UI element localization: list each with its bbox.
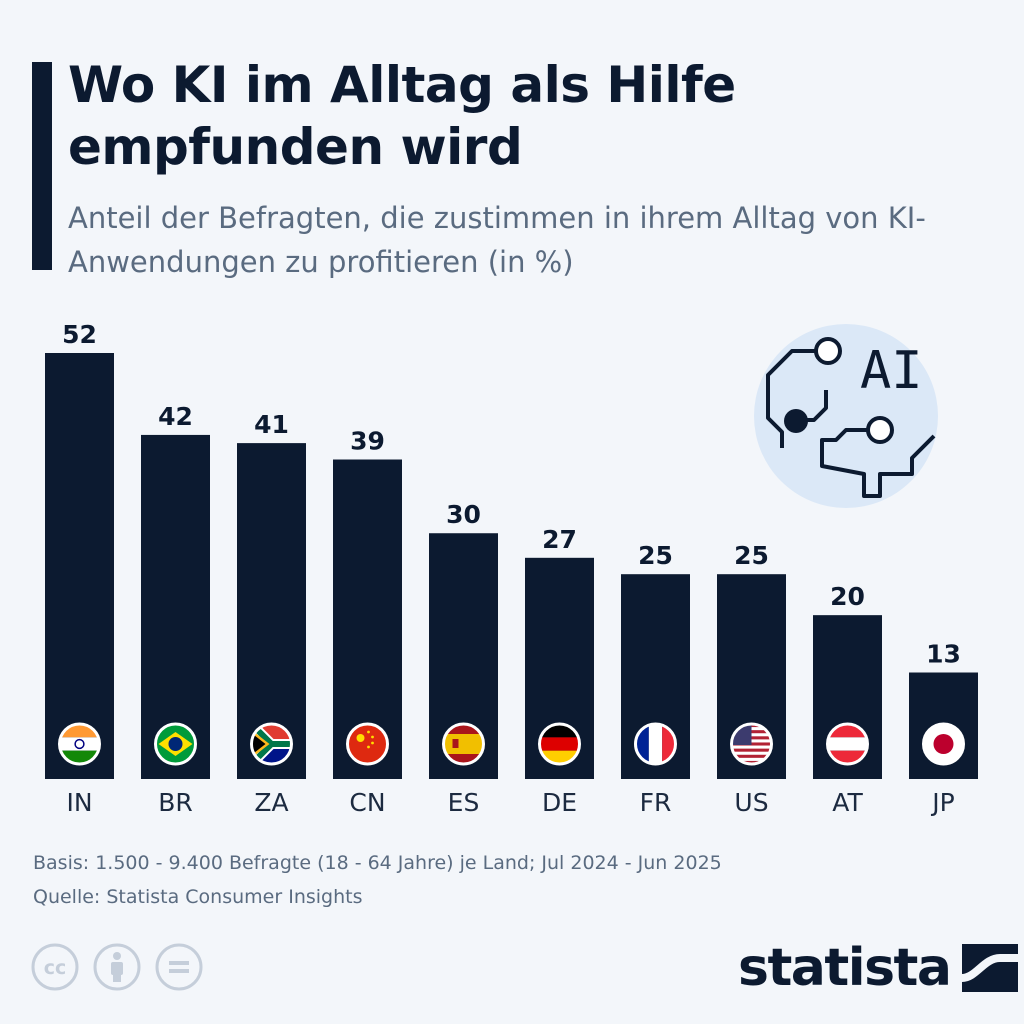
category-label-cn: CN — [349, 788, 385, 817]
bar-chart: 52 IN 42 BR 41 ZA 39 CN 30 ES 27 DE 25 FR 25 US 20 AT 13 JP — [45, 320, 978, 817]
chart-title: Wo KI im Alltag als Hilfe empfunden wird — [68, 56, 736, 176]
ai-illustration-text: AI — [860, 341, 923, 401]
statista-logo[interactable]: statista — [738, 938, 1019, 998]
category-label-fr: FR — [640, 788, 672, 817]
value-label-jp: 13 — [926, 640, 961, 669]
title-accent-bar — [32, 62, 52, 270]
footnote-basis: Basis: 1.500 - 9.400 Befragte (18 - 64 J… — [33, 852, 722, 874]
no-derivatives-icon — [155, 943, 203, 991]
category-label-jp: JP — [930, 788, 954, 817]
statista-logo-text: statista — [738, 938, 952, 998]
chart-subtitle: Anteil der Befragten, die zustimmen in i… — [68, 201, 926, 279]
ai-brain-circuit-icon: AI — [754, 324, 938, 508]
flag-ring — [538, 722, 581, 766]
flag-ring — [154, 722, 197, 766]
value-label-es: 30 — [446, 500, 481, 529]
category-label-at: AT — [832, 788, 863, 817]
cc-icon: cc — [31, 943, 79, 991]
value-label-fr: 25 — [638, 541, 673, 570]
flag-ring — [730, 722, 773, 766]
bar-br — [141, 434, 210, 779]
attribution-icon — [93, 943, 141, 991]
footnote-source: Quelle: Statista Consumer Insights — [33, 886, 363, 908]
flag-ring — [250, 722, 293, 766]
value-label-at: 20 — [830, 582, 865, 611]
value-label-za: 41 — [254, 410, 289, 439]
flag-south-africa-icon — [251, 724, 292, 764]
flag-ring — [826, 722, 869, 766]
value-label-br: 42 — [158, 402, 193, 431]
value-label-us: 25 — [734, 541, 769, 570]
flag-ring — [346, 722, 389, 766]
statista-logo-icon — [962, 944, 1019, 992]
value-label-de: 27 — [542, 525, 577, 554]
value-label-cn: 39 — [350, 427, 385, 456]
category-label-za: ZA — [254, 788, 288, 817]
category-label-br: BR — [158, 788, 193, 817]
svg-text:cc: cc — [44, 957, 67, 979]
license-icons: cc — [30, 942, 204, 992]
flag-ring — [634, 722, 677, 766]
bar-in — [45, 353, 114, 779]
category-label-es: ES — [448, 788, 480, 817]
category-label-in: IN — [66, 788, 92, 817]
flag-ring — [442, 722, 485, 766]
category-label-us: US — [734, 788, 768, 817]
flag-ring — [58, 722, 101, 766]
category-label-de: DE — [542, 788, 577, 817]
flag-ring — [922, 722, 965, 766]
value-label-in: 52 — [62, 320, 97, 349]
